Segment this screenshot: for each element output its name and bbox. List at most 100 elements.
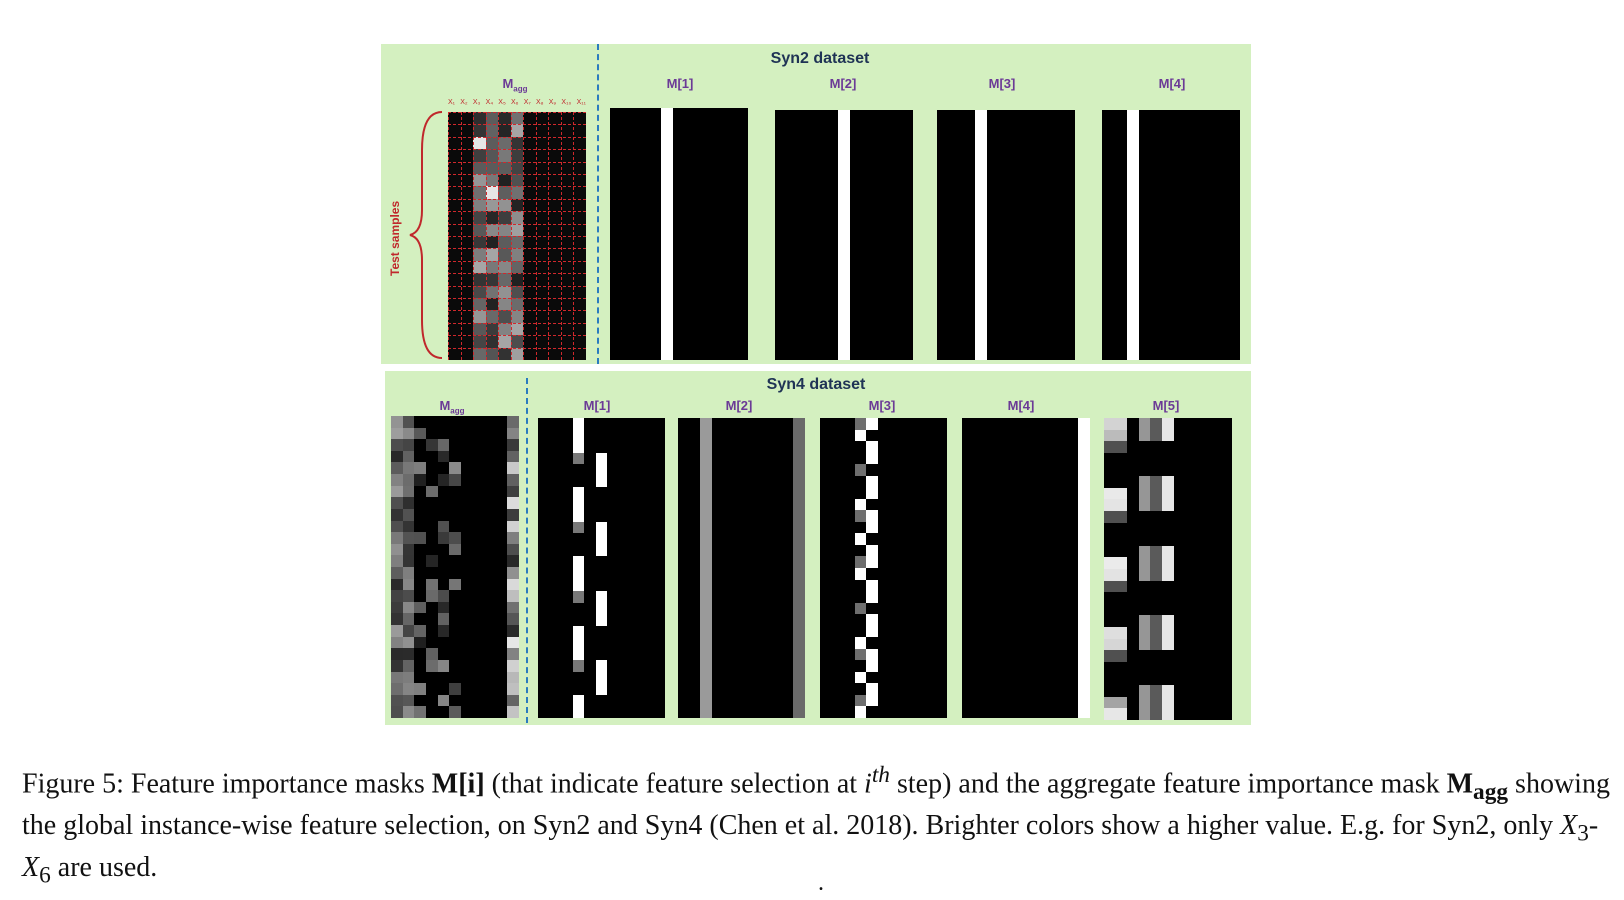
heatmap-cell bbox=[425, 694, 438, 707]
heatmap-cell bbox=[449, 555, 461, 567]
syn2-mask-label-3: M[3] bbox=[988, 76, 1016, 91]
heatmap-cell bbox=[460, 462, 473, 475]
heatmap-cell bbox=[460, 298, 474, 311]
heatmap-cell bbox=[1162, 569, 1174, 581]
heatmap-cell bbox=[595, 544, 607, 557]
heatmap-cell bbox=[472, 590, 485, 602]
heatmap-cell bbox=[535, 285, 549, 298]
heatmap-cell bbox=[425, 439, 438, 451]
heatmap-cell bbox=[425, 532, 438, 544]
heatmap-cell bbox=[573, 161, 586, 174]
heatmap-cell bbox=[572, 521, 584, 534]
syn4-mask-label-4: M[4] bbox=[1007, 398, 1035, 413]
heatmap-cell bbox=[866, 579, 878, 592]
heatmap-cell bbox=[484, 462, 496, 475]
heatmap-cell bbox=[402, 543, 415, 556]
heatmap-cell bbox=[548, 186, 561, 199]
syn2-feature-label: X₆ bbox=[511, 99, 519, 106]
heatmap-cell bbox=[472, 578, 485, 591]
heatmap-cell bbox=[425, 590, 438, 602]
heatmap-cell bbox=[449, 578, 461, 591]
heatmap-cell bbox=[573, 211, 586, 224]
heatmap-cell bbox=[391, 601, 403, 614]
heatmap-cell bbox=[425, 462, 438, 475]
heatmap-cell bbox=[414, 450, 426, 463]
heatmap-cell bbox=[485, 260, 499, 274]
heatmap-cell bbox=[523, 174, 536, 187]
syn2-magg-label: Magg bbox=[502, 76, 528, 94]
heatmap-cell bbox=[854, 556, 866, 568]
heatmap-cell bbox=[1150, 708, 1162, 720]
heatmap-cell bbox=[449, 648, 461, 660]
heatmap-cell bbox=[460, 335, 474, 348]
heatmap-cell bbox=[535, 198, 549, 212]
heatmap-cell bbox=[595, 429, 607, 442]
heatmap-cell bbox=[391, 567, 403, 579]
heatmap-cell bbox=[548, 347, 561, 360]
heatmap-cell bbox=[472, 625, 485, 637]
heatmap-cell bbox=[391, 613, 403, 626]
syn2-mask-label-4: M[4] bbox=[1158, 76, 1186, 91]
heatmap-cell bbox=[1162, 685, 1174, 697]
heatmap-cell bbox=[573, 298, 586, 311]
heatmap-cell bbox=[449, 567, 461, 579]
heatmap-cell bbox=[472, 555, 485, 567]
heatmap-cell bbox=[535, 260, 549, 274]
heatmap-cell bbox=[510, 310, 524, 323]
heatmap-cell bbox=[1138, 708, 1151, 720]
heatmap-cell bbox=[573, 223, 586, 236]
heatmap-cell bbox=[510, 223, 524, 236]
heatmap-cell bbox=[595, 521, 607, 534]
heatmap-cell bbox=[472, 636, 485, 649]
heatmap-cell bbox=[448, 298, 461, 311]
heatmap-cell bbox=[449, 485, 461, 498]
grid-line bbox=[448, 112, 586, 113]
heatmap-cell bbox=[484, 601, 496, 614]
heatmap-cell bbox=[449, 462, 461, 475]
heatmap-cell bbox=[449, 590, 461, 602]
heatmap-cell bbox=[495, 427, 508, 440]
heatmap-cell bbox=[460, 260, 474, 274]
heatmap-cell bbox=[484, 497, 496, 509]
heatmap-cell bbox=[402, 520, 415, 533]
grid-line bbox=[448, 310, 586, 312]
syn4-mask-3 bbox=[820, 418, 947, 718]
heatmap-cell bbox=[449, 439, 461, 451]
heatmap-cell bbox=[449, 497, 461, 509]
syn4-mask-4 bbox=[962, 418, 1090, 718]
heatmap-cell bbox=[510, 285, 524, 298]
heatmap-cell bbox=[498, 236, 511, 249]
heatmap-cell bbox=[523, 285, 536, 298]
heatmap-cell bbox=[1104, 685, 1128, 697]
heatmap-cell bbox=[460, 285, 474, 298]
heatmap-cell bbox=[1104, 580, 1128, 593]
heatmap-cell bbox=[402, 485, 415, 498]
heatmap-cell bbox=[448, 149, 461, 162]
heatmap-cell bbox=[460, 659, 473, 672]
heatmap-cell bbox=[595, 694, 607, 707]
heatmap-cell bbox=[560, 174, 574, 187]
heatmap-cell bbox=[1104, 487, 1128, 500]
heatmap-cell bbox=[595, 418, 607, 430]
heatmap-cell bbox=[391, 416, 403, 428]
heatmap-cell bbox=[473, 161, 486, 174]
heatmap-cell bbox=[507, 520, 519, 533]
syn2-feature-label: X₄ bbox=[485, 99, 494, 106]
heatmap-cell bbox=[866, 648, 878, 661]
heatmap-cell bbox=[460, 555, 473, 567]
heatmap-cell bbox=[425, 567, 438, 579]
heatmap-cell bbox=[1104, 441, 1128, 453]
heatmap-cell bbox=[485, 112, 499, 125]
heatmap-cell bbox=[485, 198, 499, 212]
heatmap-cell bbox=[866, 625, 878, 638]
heatmap-cell bbox=[498, 186, 511, 199]
heatmap-cell bbox=[507, 532, 519, 544]
heatmap-cell bbox=[854, 498, 866, 511]
grid-line bbox=[448, 124, 586, 126]
heatmap-cell bbox=[448, 161, 461, 174]
heatmap-cell bbox=[460, 310, 474, 323]
heatmap-cell bbox=[498, 273, 511, 286]
heatmap-cell bbox=[437, 532, 450, 544]
heatmap-cell bbox=[460, 273, 474, 286]
heatmap-cell bbox=[402, 659, 415, 672]
